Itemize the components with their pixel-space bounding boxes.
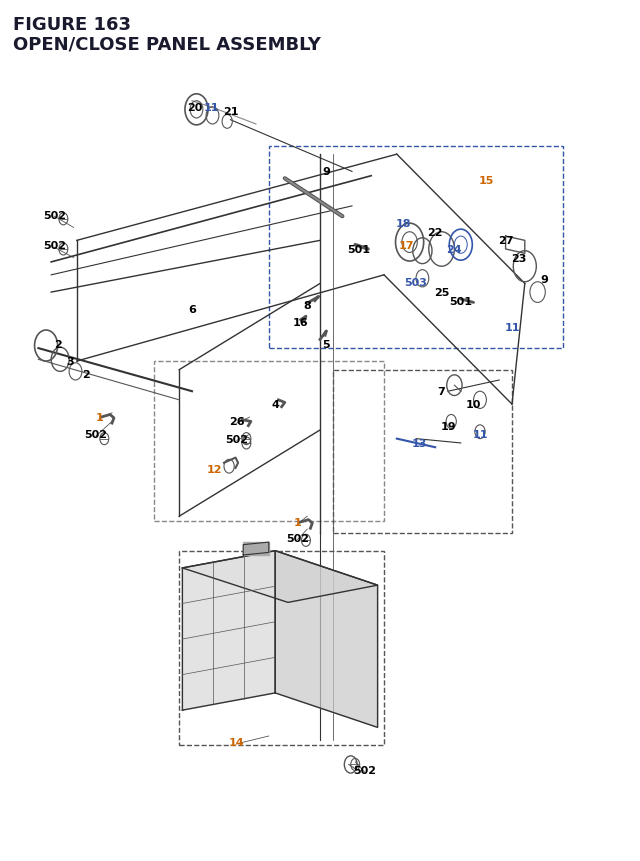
Text: 2: 2	[54, 339, 61, 350]
Text: 502: 502	[43, 210, 66, 220]
Text: 12: 12	[207, 464, 222, 474]
Text: 20: 20	[188, 102, 203, 113]
Text: 24: 24	[447, 245, 462, 255]
Text: 9: 9	[323, 167, 330, 177]
Text: 502: 502	[286, 533, 309, 543]
Text: 3: 3	[67, 356, 74, 367]
Text: 9: 9	[540, 275, 548, 285]
Text: 502: 502	[353, 765, 376, 776]
Text: 4: 4	[271, 400, 279, 410]
Text: 11: 11	[504, 322, 520, 332]
Text: 11: 11	[204, 102, 219, 113]
Text: 1: 1	[294, 517, 301, 528]
Polygon shape	[182, 551, 275, 710]
Text: 503: 503	[404, 277, 428, 288]
Text: FIGURE 163: FIGURE 163	[13, 16, 131, 34]
Text: 11: 11	[472, 430, 488, 440]
Text: 6: 6	[188, 305, 196, 315]
Text: 8: 8	[303, 300, 311, 311]
Text: 25: 25	[434, 288, 449, 298]
Text: 14: 14	[229, 737, 244, 747]
Text: 502: 502	[84, 430, 108, 440]
Text: 27: 27	[498, 236, 513, 246]
Text: 18: 18	[396, 219, 411, 229]
Text: 501: 501	[347, 245, 370, 255]
Text: 22: 22	[428, 227, 443, 238]
Text: 21: 21	[223, 107, 238, 117]
Text: 26: 26	[229, 417, 244, 427]
Text: 23: 23	[511, 253, 526, 263]
Text: 13: 13	[412, 438, 427, 449]
Text: 5: 5	[323, 339, 330, 350]
Text: 2: 2	[83, 369, 90, 380]
Text: 7: 7	[438, 387, 445, 397]
Text: 502: 502	[225, 434, 248, 444]
Text: 16: 16	[293, 318, 308, 328]
Text: 10: 10	[466, 400, 481, 410]
Text: 17: 17	[399, 240, 414, 251]
Text: OPEN/CLOSE PANEL ASSEMBLY: OPEN/CLOSE PANEL ASSEMBLY	[13, 36, 321, 54]
Polygon shape	[275, 551, 378, 728]
Bar	[243, 542, 269, 555]
Text: 19: 19	[440, 421, 456, 431]
Text: 1: 1	[95, 412, 103, 423]
Text: 501: 501	[449, 296, 472, 307]
Text: 502: 502	[43, 240, 66, 251]
Text: 15: 15	[479, 176, 494, 186]
Polygon shape	[182, 551, 378, 603]
